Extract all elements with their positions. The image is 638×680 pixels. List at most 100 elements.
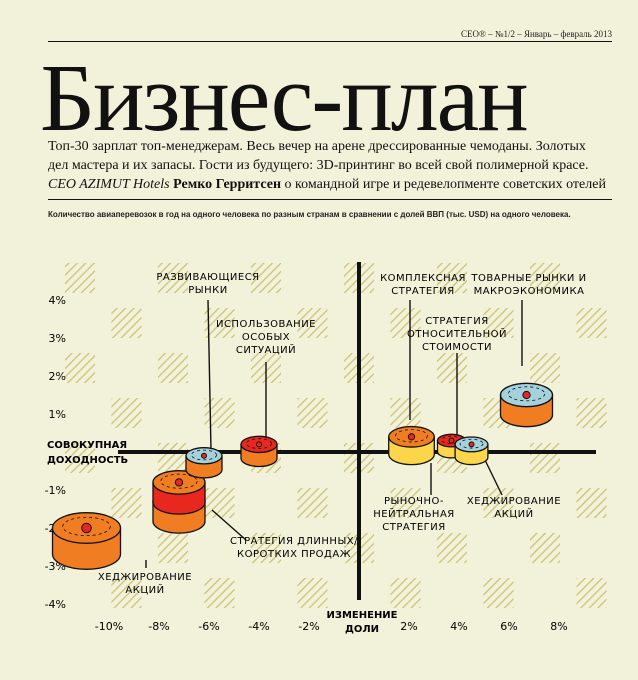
leader-line <box>207 299 212 451</box>
issue-line: CEO® – №1/2 – Январь – февраль 2013 <box>461 29 612 39</box>
checker-tile <box>483 308 514 338</box>
x-tick-label: 4% <box>450 620 467 633</box>
point-label: ИСПОЛЬЗОВАНИЕ <box>216 319 316 330</box>
tick-labels: 4%3%2%1%-1%-2%-3%-4%-10%-8%-6%-4%-2%2%4%… <box>45 294 568 635</box>
checker-tile <box>297 578 328 608</box>
y-tick-label: 2% <box>49 370 66 383</box>
lead-line-1: Топ-30 зарплат топ-менеджерам. Весь вече… <box>48 139 586 154</box>
x-tick-label: 6% <box>500 620 517 633</box>
checker-background <box>65 263 607 608</box>
checker-tile <box>251 533 281 563</box>
leader-line <box>211 509 247 541</box>
point-label: МАКРОЭКОНОМИКА <box>474 286 585 297</box>
checker-tile <box>65 443 95 473</box>
page-title: Бизнес-план <box>40 44 529 151</box>
checker-tile <box>576 578 607 608</box>
point-label: ХЕДЖИРОВАНИЕ <box>98 572 192 583</box>
checker-tile <box>204 398 235 428</box>
checker-tile <box>111 398 142 428</box>
lead-line-3: CEO AZIMUT Hotels Ремко Герритсен о кома… <box>48 176 618 195</box>
checker-tile <box>437 353 467 383</box>
point-label: КОРОТКИХ ПРОДАЖ <box>237 549 351 560</box>
data-point <box>240 435 278 468</box>
point-label: СИТУАЦИЙ <box>236 343 296 356</box>
checker-tile <box>390 308 421 338</box>
checker-tile <box>111 578 142 608</box>
x-tick-label: -4% <box>248 620 269 633</box>
checker-tile <box>390 578 421 608</box>
checker-tile <box>530 263 560 293</box>
checker-tile <box>111 308 142 338</box>
checker-tile <box>390 398 421 428</box>
point-label: СТОИМОСТИ <box>422 342 492 353</box>
y-tick-label: -4% <box>45 598 66 611</box>
data-point <box>51 512 122 570</box>
y-tick-label: 1% <box>49 408 66 421</box>
data-point <box>388 425 435 466</box>
checker-tile <box>158 353 188 383</box>
checker-tile <box>297 308 328 338</box>
y-tick-label: 4% <box>49 294 66 307</box>
point-label: НЕЙТРАЛЬНАЯ <box>373 507 455 520</box>
leader-lines <box>145 299 523 568</box>
point-label: СТРАТЕГИЯ ДЛИННЫХ/ <box>230 536 358 547</box>
leader-line <box>484 459 503 496</box>
x-axis-title: ДОЛИ <box>345 624 379 635</box>
checker-tile <box>530 353 560 383</box>
checker-tile <box>158 533 188 563</box>
point-label: РЫНКИ <box>188 285 227 296</box>
lead-ceo: CEO AZIMUT Hotels <box>48 176 170 192</box>
checker-tile <box>576 398 607 428</box>
checker-tile <box>297 488 328 518</box>
checker-tile <box>204 308 235 338</box>
data-point <box>152 470 206 515</box>
data-point <box>185 447 223 479</box>
checker-tile <box>204 578 235 608</box>
checker-tile <box>204 488 235 518</box>
point-label: СТРАТЕГИЯ <box>425 316 488 327</box>
checker-tile <box>530 533 560 563</box>
checker-tile <box>576 488 607 518</box>
strategy-chart: 4%3%2%1%-1%-2%-3%-4%-10%-8%-6%-4%-2%2%4%… <box>45 262 607 635</box>
checker-tile <box>297 398 328 428</box>
point-label: ОСОБЫХ <box>242 332 290 343</box>
chart-caption: Количество авиаперевозок в год на одного… <box>48 210 571 219</box>
x-tick-label: 8% <box>550 620 567 633</box>
checker-tile <box>158 443 188 473</box>
checker-tile <box>65 353 95 383</box>
data-point <box>454 436 489 466</box>
y-tick-label: 3% <box>49 332 66 345</box>
top-rule <box>48 41 612 42</box>
point-label: КОМПЛЕКСНАЯ <box>380 273 466 284</box>
checker-tile <box>251 263 281 293</box>
point-label: РАЗВИВАЮЩИЕСЯ <box>156 272 259 283</box>
point-label: СТРАТЕГИЯ <box>382 522 445 533</box>
data-marks <box>51 382 554 570</box>
x-tick-label: -8% <box>148 620 169 633</box>
point-label: РЫНОЧНО- <box>384 496 444 507</box>
point-labels: РАЗВИВАЮЩИЕСЯ РЫНКИ ИСПОЛЬЗОВАНИЕ ОСОБЫХСИТ… <box>98 272 586 596</box>
axes <box>118 262 596 600</box>
x-axis-title: ИЗМЕНЕНИЕ <box>326 610 397 621</box>
point-label: СТРАТЕГИЯ <box>391 286 454 297</box>
point-label: АКЦИЙ <box>125 583 164 596</box>
x-tick-label: -2% <box>298 620 319 633</box>
checker-tile <box>158 263 188 293</box>
lead-name: Ремко Герритсен <box>173 176 282 192</box>
point-label: АКЦИЙ <box>494 507 533 520</box>
y-tick-label: -1% <box>45 484 66 497</box>
lead-text: Топ-30 зарплат топ-менеджерам. Весь вече… <box>48 138 618 195</box>
checker-tile <box>576 308 607 338</box>
checker-tile <box>483 488 514 518</box>
checker-tile <box>111 488 142 518</box>
y-axis-title: СОВОКУПНАЯ <box>47 440 127 451</box>
x-tick-label: -10% <box>95 620 123 633</box>
y-axis-title: ДОХОДНОСТЬ <box>47 455 128 466</box>
point-label: ТОВАРНЫЕ РЫНКИ И <box>470 273 586 284</box>
point-label: ОТНОСИТЕЛЬНОЙ <box>407 327 507 340</box>
lead-rest: о командной игре и редевелопменте советс… <box>281 176 606 192</box>
checker-tile <box>437 263 467 293</box>
checker-tile <box>530 443 560 473</box>
x-tick-label: 2% <box>400 620 417 633</box>
point-label: ХЕДЖИРОВАНИЕ <box>467 496 561 507</box>
